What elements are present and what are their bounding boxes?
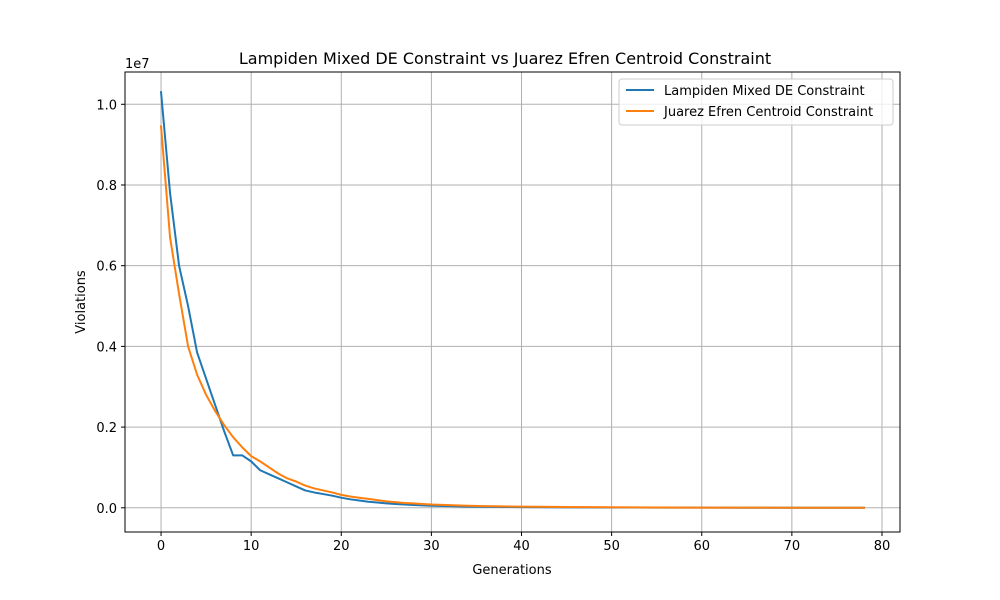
y-tick-label: 0.2 [96,421,117,436]
series-layer [159,91,865,509]
y-tick-label: 0.0 [96,502,117,517]
legend-box [618,78,894,126]
y-tick-label: 0.4 [96,340,117,355]
x-tick-label: 60 [693,539,710,554]
x-axis-label: Generations [472,563,552,578]
x-tick-label: 30 [423,539,440,554]
legend: Lampiden Mixed DE Constraint Juarez Efre… [618,78,894,126]
legend-label-juarez: Juarez Efren Centroid Constraint [663,105,873,120]
x-tick-label: 50 [603,539,620,554]
x-tick-label: 80 [874,539,891,554]
y-tick-label: 0.6 [96,260,117,275]
legend-label-lampiden: Lampiden Mixed DE Constraint [664,84,865,99]
x-tick-label: 10 [243,539,260,554]
x-tick-label: 0 [157,539,165,554]
y-scale-offset-label: 1e7 [125,57,150,72]
plot-frame [124,71,901,533]
series-line-1 [159,125,865,509]
x-tick-label: 40 [513,539,530,554]
y-axis-label: Violations [74,270,89,334]
y-tick-label: 1.0 [96,98,117,113]
x-tick-label: 70 [784,539,801,554]
y-tick-label: 0.8 [96,179,117,194]
y-axis-ticks: 0.0 0.2 0.4 0.6 0.8 1.0 [96,98,125,517]
x-tick-label: 20 [333,539,350,554]
x-axis-ticks: 0 10 20 30 40 50 60 70 80 [157,532,890,554]
chart-title: Lampiden Mixed DE Constraint vs Juarez E… [239,49,771,68]
